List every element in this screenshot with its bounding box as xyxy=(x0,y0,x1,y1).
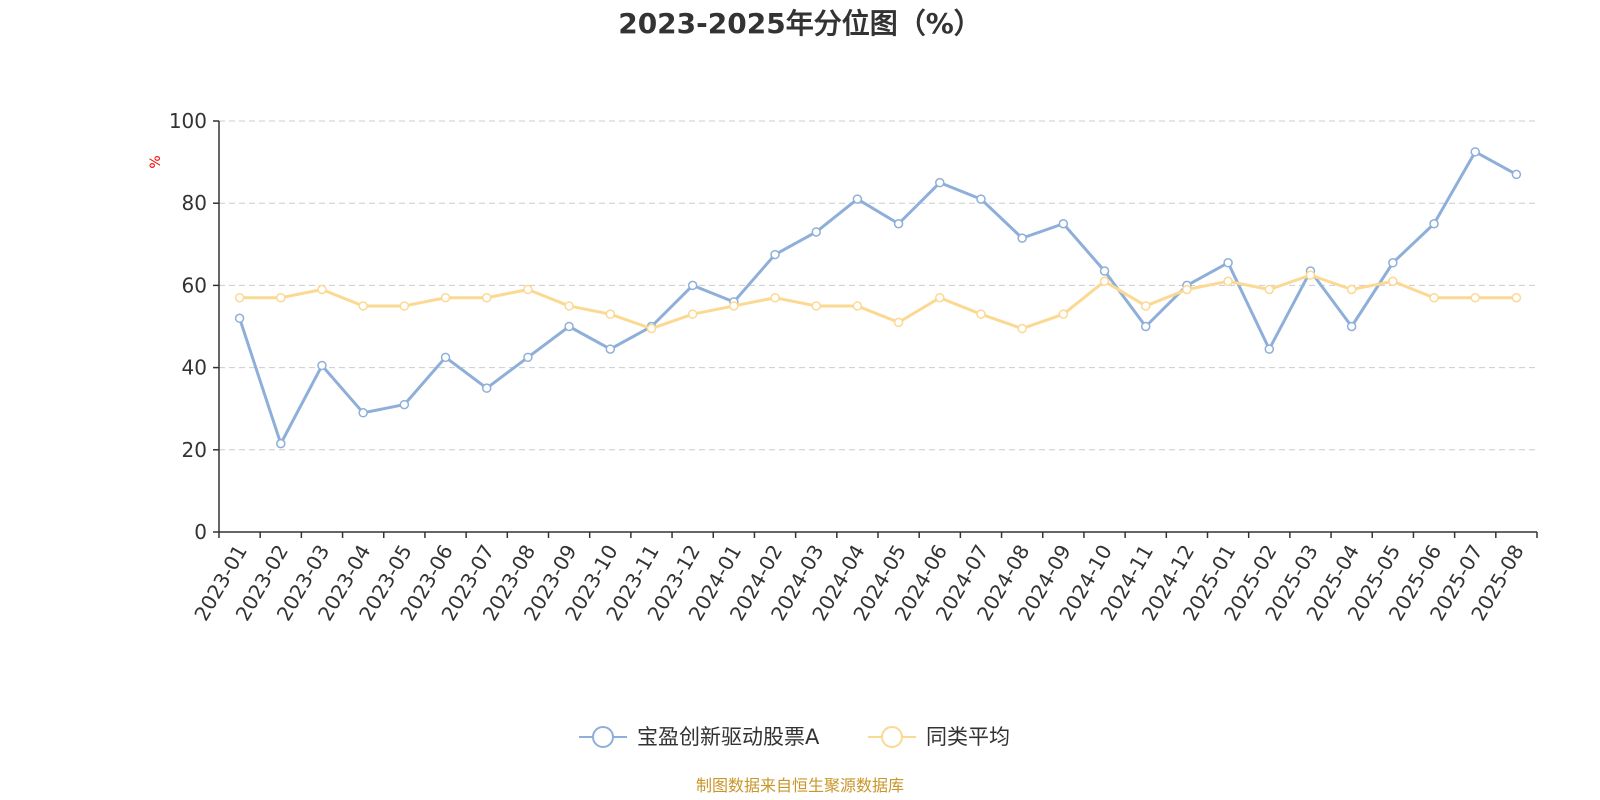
data-point xyxy=(976,194,986,204)
data-point xyxy=(440,352,451,363)
data-point xyxy=(1140,321,1151,332)
data-point xyxy=(1223,276,1233,287)
data-point xyxy=(1429,219,1439,229)
data-point xyxy=(1099,276,1110,287)
legend-label: 同类平均 xyxy=(926,725,1010,749)
data-point xyxy=(770,292,780,303)
data-point xyxy=(1470,147,1480,157)
source-note: 制图数据来自恒生聚源数据库 xyxy=(696,776,904,795)
data-point xyxy=(1182,284,1192,295)
series-2 xyxy=(234,270,1522,334)
data-point xyxy=(1511,169,1522,180)
data-point xyxy=(1305,270,1316,280)
data-point xyxy=(1388,258,1398,268)
data-point xyxy=(564,321,574,332)
data-point xyxy=(234,313,245,324)
data-point xyxy=(358,408,368,418)
data-point xyxy=(852,194,863,204)
data-point xyxy=(399,399,410,410)
data-point xyxy=(605,344,616,354)
y-axis-label: % xyxy=(148,155,164,168)
data-point xyxy=(523,352,533,363)
y-tick-label: 0 xyxy=(194,520,207,544)
legend-item-2: 同类平均 xyxy=(868,725,1010,749)
data-point xyxy=(1346,321,1357,332)
data-point xyxy=(687,280,698,291)
data-point xyxy=(935,292,945,303)
data-point xyxy=(1223,258,1233,268)
series-line xyxy=(239,273,1517,331)
data-point xyxy=(1429,292,1439,303)
y-tick-label: 20 xyxy=(182,438,207,462)
data-point xyxy=(1099,266,1110,276)
chart-title: 2023-2025年分位图（%） xyxy=(618,7,982,40)
series-1 xyxy=(234,147,1522,449)
data-point xyxy=(893,219,904,229)
data-point xyxy=(1140,301,1151,311)
data-point xyxy=(1058,219,1069,229)
data-point xyxy=(687,309,698,319)
legend-marker xyxy=(592,726,614,748)
data-point xyxy=(481,292,492,303)
data-point xyxy=(1017,323,1027,334)
data-point xyxy=(440,292,451,303)
data-point xyxy=(729,301,739,311)
data-point xyxy=(1470,292,1480,303)
data-point xyxy=(605,309,616,319)
data-point xyxy=(234,292,245,303)
data-point xyxy=(317,284,327,295)
series-line xyxy=(238,150,1518,446)
data-point xyxy=(1058,309,1069,319)
data-point xyxy=(481,383,492,393)
data-point xyxy=(811,227,821,237)
data-point xyxy=(564,301,574,311)
series-group xyxy=(234,147,1522,449)
data-point xyxy=(1264,284,1275,295)
data-point xyxy=(1346,284,1357,295)
legend-item-1: 宝盈创新驱动股票A xyxy=(579,725,820,749)
x-tick-labels: 2023-012023-022023-032023-042023-052023-… xyxy=(189,541,1528,625)
data-point xyxy=(523,284,533,295)
data-point xyxy=(276,292,286,303)
y-tick-label: 100 xyxy=(169,109,207,133)
legend-marker xyxy=(881,726,903,748)
legend: 宝盈创新驱动股票A 同类平均 xyxy=(579,725,1010,749)
y-tick-label: 80 xyxy=(182,191,207,215)
axes xyxy=(213,120,1538,538)
data-point xyxy=(976,309,986,319)
y-tick-labels: 0 20 40 60 80 100 xyxy=(169,109,207,544)
data-point xyxy=(770,249,780,260)
data-point xyxy=(852,301,863,311)
data-point xyxy=(811,301,821,311)
data-point xyxy=(1017,233,1027,243)
data-point xyxy=(1264,344,1275,354)
data-point xyxy=(358,301,368,311)
data-point xyxy=(893,317,904,328)
data-point xyxy=(1388,276,1398,287)
data-point xyxy=(935,177,945,188)
data-point xyxy=(1511,292,1522,303)
y-tick-label: 60 xyxy=(182,273,207,297)
y-tick-label: 40 xyxy=(182,356,207,380)
data-point xyxy=(646,323,657,334)
data-point xyxy=(276,438,286,449)
legend-label: 宝盈创新驱动股票A xyxy=(637,725,820,749)
data-point xyxy=(399,301,410,311)
data-point xyxy=(317,360,327,371)
